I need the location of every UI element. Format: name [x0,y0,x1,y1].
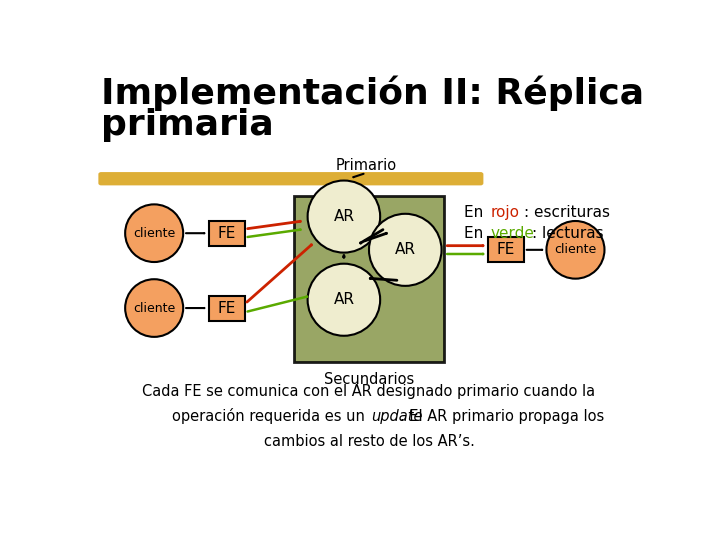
Text: AR: AR [395,242,415,258]
Ellipse shape [307,180,380,253]
Text: AR: AR [333,292,354,307]
Text: cliente: cliente [133,227,175,240]
Bar [209,295,245,321]
Text: update: update [371,409,422,424]
Ellipse shape [369,214,441,286]
Text: rojo: rojo [490,205,520,220]
Text: En: En [464,226,488,241]
Text: operación requerida es un: operación requerida es un [171,408,369,424]
Text: FE: FE [497,242,515,258]
Text: FE: FE [217,301,236,315]
Text: cambios al resto de los AR’s.: cambios al resto de los AR’s. [264,434,474,449]
Ellipse shape [307,264,380,336]
Ellipse shape [546,221,605,279]
Bar [487,238,524,262]
Text: En: En [464,205,488,220]
Text: : lecturas: : lecturas [532,226,603,241]
Text: cliente: cliente [133,301,175,314]
Text: Primario: Primario [336,158,397,173]
Text: cliente: cliente [554,244,597,256]
Text: Cada FE se comunica con el AR designado primario cuando la: Cada FE se comunica con el AR designado … [143,384,595,399]
Text: FE: FE [217,226,236,241]
Ellipse shape [125,204,183,262]
Text: . El AR primario propaga los: . El AR primario propaga los [400,409,604,424]
Bar [294,196,444,362]
Text: : escrituras: : escrituras [524,205,610,220]
Text: Secundarios: Secundarios [324,373,414,388]
Text: Implementación II: Réplica: Implementación II: Réplica [101,75,644,111]
Bar [209,221,245,246]
Text: primaria: primaria [101,109,274,143]
Text: verde: verde [490,226,534,241]
Ellipse shape [125,279,183,337]
Text: AR: AR [333,209,354,224]
FancyBboxPatch shape [99,172,483,185]
